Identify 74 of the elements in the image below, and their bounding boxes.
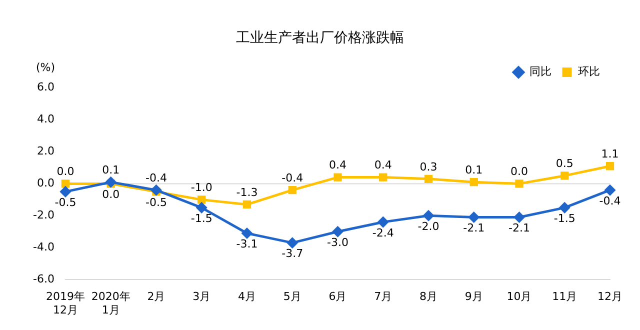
data-label: -1.5 xyxy=(190,212,212,226)
point xyxy=(470,178,478,186)
data-label: -0.4 xyxy=(145,171,167,184)
data-label: -2.1 xyxy=(508,222,530,235)
point xyxy=(424,174,433,183)
data-label: -0.4 xyxy=(282,171,304,184)
y-tick-label: 2.0 xyxy=(36,144,54,158)
point xyxy=(287,238,298,248)
data-label: 0.5 xyxy=(556,157,574,170)
data-label: -3.1 xyxy=(236,238,258,251)
point xyxy=(60,186,71,197)
point xyxy=(242,200,252,209)
point xyxy=(514,212,524,223)
point xyxy=(198,196,206,204)
point xyxy=(423,210,434,221)
x-tick-label: 5月 xyxy=(283,290,302,304)
legend-label: 环比 xyxy=(578,65,600,78)
point xyxy=(61,180,70,188)
point xyxy=(150,184,162,196)
data-label: 0.4 xyxy=(374,158,392,172)
point xyxy=(604,184,616,196)
x-tick-label: 2020年 1月 xyxy=(91,290,130,316)
x-tick-label: 6月 xyxy=(328,290,347,304)
data-label: -0.5 xyxy=(145,196,167,210)
x-tick-label: 2月 xyxy=(147,290,166,304)
point xyxy=(468,212,480,223)
y-axis-title: (%) xyxy=(36,61,55,74)
y-tick-label: -4.0 xyxy=(32,240,54,254)
x-tick-label: 11月 xyxy=(552,290,578,304)
data-label: 0.0 xyxy=(510,165,528,178)
point xyxy=(242,228,252,238)
y-tick-label: -6.0 xyxy=(32,272,54,286)
point xyxy=(334,173,342,182)
x-tick-label: 2019年 12月 xyxy=(46,290,85,316)
point xyxy=(560,172,569,180)
data-label: -3.7 xyxy=(282,247,304,260)
data-label: -1.0 xyxy=(190,181,212,194)
legend-label: 同比 xyxy=(530,65,552,78)
point xyxy=(606,162,614,170)
x-tick-label: 8月 xyxy=(419,290,438,304)
y-tick-label: -2.0 xyxy=(32,208,54,222)
data-label: 0.4 xyxy=(328,158,346,172)
point xyxy=(379,173,388,182)
data-label: 1.1 xyxy=(601,147,619,160)
data-label: -1.5 xyxy=(554,212,576,226)
point xyxy=(559,202,570,213)
point xyxy=(332,226,343,237)
point xyxy=(106,176,116,188)
x-tick-label: 10月 xyxy=(506,290,532,304)
data-label: -2.1 xyxy=(463,222,485,235)
point xyxy=(378,216,388,228)
x-tick-label: 12月 xyxy=(598,290,622,304)
data-label: -0.4 xyxy=(599,194,621,208)
point xyxy=(196,202,207,213)
x-tick-label: 4月 xyxy=(238,290,256,304)
data-label: -1.3 xyxy=(236,186,258,199)
data-label: 0.0 xyxy=(56,165,74,178)
data-label: -0.5 xyxy=(54,196,76,210)
x-tick-label: 9月 xyxy=(464,290,483,304)
data-label: -2.4 xyxy=(372,226,394,240)
data-label: 0.0 xyxy=(102,188,120,202)
point xyxy=(288,186,296,194)
chart-title: 工业生产者出厂价格涨跌幅 xyxy=(236,30,404,46)
data-label: 0.1 xyxy=(465,163,483,176)
y-tick-label: 4.0 xyxy=(36,112,54,126)
data-label: 0.3 xyxy=(420,160,438,174)
y-tick-label: 0.0 xyxy=(36,176,54,190)
data-label: -2.0 xyxy=(418,220,440,234)
point xyxy=(515,180,524,188)
data-label: 0.1 xyxy=(102,163,120,176)
x-tick-label: 7月 xyxy=(374,290,392,304)
y-tick-label: 6.0 xyxy=(36,80,54,94)
data-label: -3.0 xyxy=(326,236,348,250)
x-tick-label: 3月 xyxy=(192,290,211,304)
